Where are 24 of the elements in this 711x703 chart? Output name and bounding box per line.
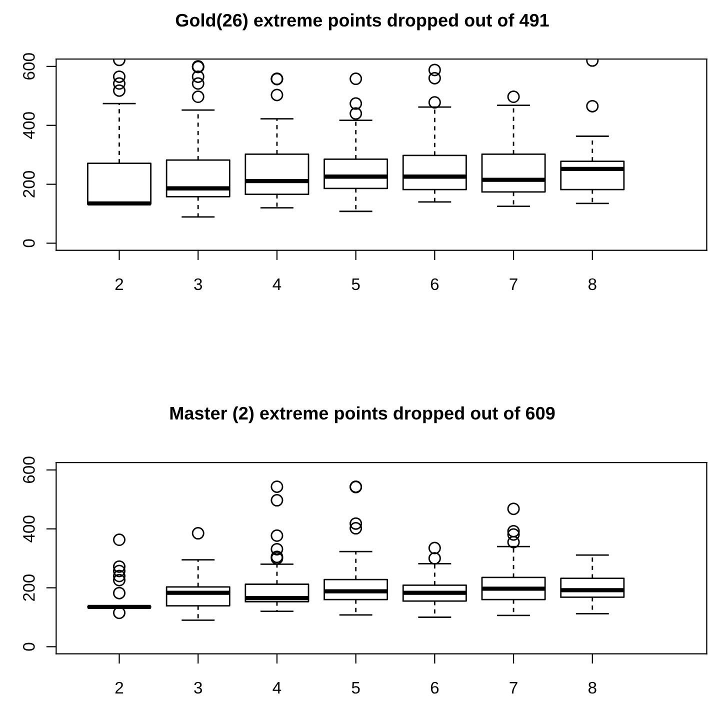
- x-tick-label: 3: [194, 278, 202, 290]
- x-tick-label: 5: [352, 682, 360, 694]
- y-tick-label: 200: [23, 574, 35, 601]
- chart-title: Master (2) extreme points dropped out of 609: [170, 406, 555, 424]
- x-tick-label: 5: [352, 278, 360, 290]
- x-tick-label: 6: [430, 682, 439, 694]
- y-tick-label: 600: [23, 456, 35, 483]
- x-tick-label: 4: [272, 278, 282, 290]
- x-tick-label: 7: [510, 682, 518, 694]
- x-tick-label: 2: [115, 682, 124, 694]
- y-tick-label: 0: [23, 642, 35, 651]
- y-tick-label: 400: [23, 112, 35, 139]
- x-tick-label: 3: [194, 682, 202, 694]
- x-tick-label: 6: [430, 278, 439, 290]
- x-tick-label: 8: [588, 682, 596, 694]
- x-tick-label: 2: [115, 278, 124, 290]
- y-tick-label: 600: [23, 53, 35, 80]
- chart-title: Gold(26) extreme points dropped out of 491: [176, 13, 549, 30]
- x-tick-label: 7: [510, 278, 518, 290]
- x-tick-label: 8: [588, 278, 596, 290]
- y-tick-label: 400: [23, 516, 35, 542]
- x-tick-label: 4: [272, 682, 282, 694]
- y-tick-label: 0: [23, 239, 35, 248]
- y-tick-label: 200: [23, 171, 35, 198]
